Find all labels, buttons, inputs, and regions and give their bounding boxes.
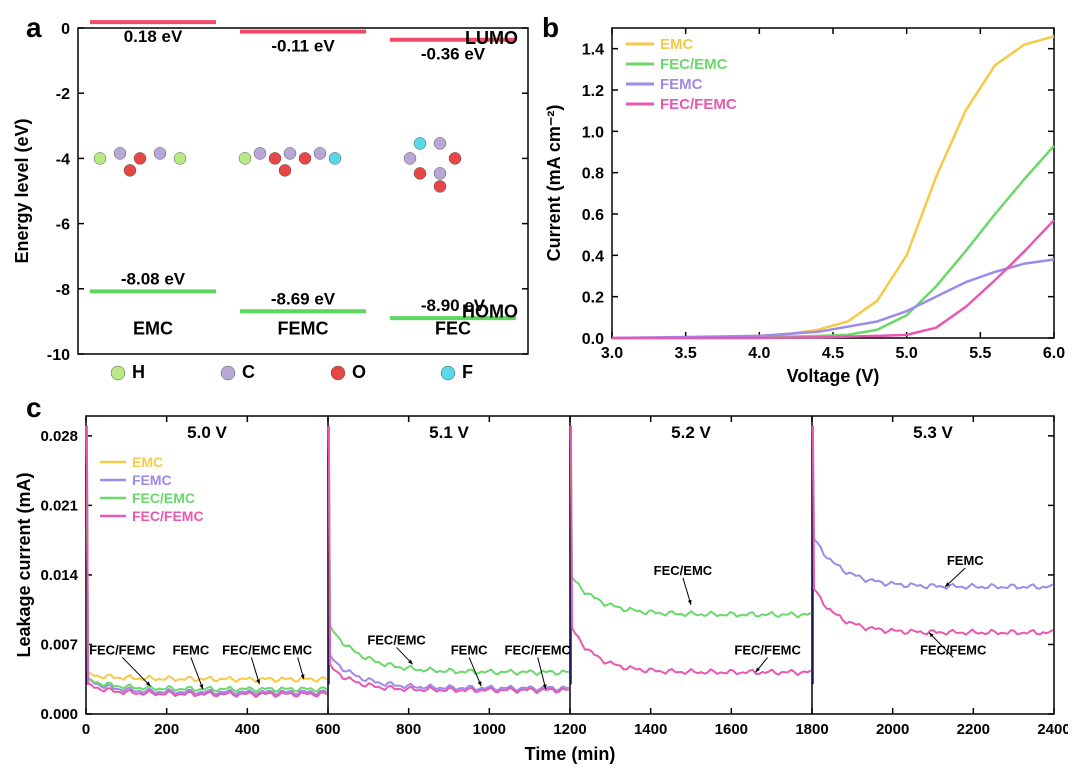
svg-text:Time (min): Time (min) (525, 744, 616, 764)
svg-text:-6: -6 (56, 217, 70, 234)
svg-text:1000: 1000 (473, 721, 506, 738)
svg-text:0.18 eV: 0.18 eV (124, 27, 183, 46)
svg-text:6.0: 6.0 (1043, 345, 1065, 362)
svg-text:2200: 2200 (957, 721, 990, 738)
svg-text:1600: 1600 (715, 721, 748, 738)
svg-text:EMC: EMC (133, 318, 173, 338)
svg-text:FEC/EMC: FEC/EMC (367, 632, 426, 647)
panel-a-label: a (26, 12, 42, 44)
svg-text:FEC/EMC: FEC/EMC (654, 563, 713, 578)
svg-text:FEC/FEMC: FEC/FEMC (734, 642, 801, 657)
svg-text:3.5: 3.5 (675, 345, 697, 362)
panel-a: a -10 -8 -6 -4 -2 0 Energy level (eV) 0.18 eV -8… (8, 8, 538, 394)
svg-text:1200: 1200 (553, 721, 586, 738)
panel-c-label: c (26, 392, 42, 424)
svg-text:FEC/FEMC: FEC/FEMC (505, 642, 572, 657)
svg-text:-4: -4 (56, 151, 70, 168)
top-row: a -10 -8 -6 -4 -2 0 Energy level (eV) 0.18 eV -8… (8, 8, 1072, 394)
svg-text:-8.08 eV: -8.08 eV (121, 269, 186, 288)
svg-text:FEMC: FEMC (172, 642, 209, 657)
svg-text:FEC/EMC: FEC/EMC (132, 490, 195, 506)
svg-text:0.2: 0.2 (582, 290, 604, 307)
svg-text:5.5: 5.5 (969, 345, 991, 362)
svg-text:-2: -2 (56, 86, 70, 103)
svg-text:FEMC: FEMC (132, 472, 172, 488)
svg-text:0.0: 0.0 (582, 331, 604, 348)
svg-text:FEC/FEMC: FEC/FEMC (132, 508, 204, 524)
svg-text:5.0: 5.0 (896, 345, 918, 362)
svg-text:0: 0 (61, 21, 70, 38)
svg-text:200: 200 (154, 721, 179, 738)
svg-text:600: 600 (315, 721, 340, 738)
svg-text:FEC/FEMC: FEC/FEMC (920, 642, 987, 657)
svg-text:0: 0 (82, 721, 90, 738)
svg-text:1800: 1800 (795, 721, 828, 738)
svg-text:-0.11 eV: -0.11 eV (271, 37, 335, 56)
svg-text:1.4: 1.4 (582, 42, 604, 59)
svg-text:FEMC: FEMC (660, 76, 703, 93)
panel-c: c 0.000 0.007 0.014 0.021 0.028 0 200 400 600 800… (8, 394, 1068, 770)
svg-text:EMC: EMC (283, 642, 313, 657)
svg-text:5.1 V: 5.1 V (429, 423, 469, 442)
svg-text:0.4: 0.4 (582, 248, 604, 265)
svg-text:800: 800 (396, 721, 421, 738)
svg-text:0.8: 0.8 (582, 166, 604, 183)
svg-text:0.007: 0.007 (40, 636, 78, 653)
svg-text:0.014: 0.014 (40, 567, 78, 584)
svg-text:5.2 V: 5.2 V (671, 423, 711, 442)
svg-text:FEMC: FEMC (278, 318, 329, 338)
svg-text:-8: -8 (56, 282, 70, 299)
svg-text:3.0: 3.0 (601, 345, 623, 362)
svg-text:5.0 V: 5.0 V (187, 423, 227, 442)
svg-text:1400: 1400 (634, 721, 667, 738)
svg-text:0.021: 0.021 (40, 497, 78, 514)
svg-text:FEC/FEMC: FEC/FEMC (660, 96, 737, 113)
svg-text:FEMC: FEMC (947, 553, 984, 568)
svg-text:4.5: 4.5 (822, 345, 844, 362)
svg-text:LUMO: LUMO (465, 28, 518, 48)
svg-text:EMC: EMC (660, 36, 694, 53)
svg-text:Voltage (V): Voltage (V) (787, 366, 880, 386)
svg-text:2000: 2000 (876, 721, 909, 738)
svg-text:FEC/EMC: FEC/EMC (222, 642, 281, 657)
panel-a-svg: -10 -8 -6 -4 -2 0 Energy level (eV) 0.18 eV -8.0… (8, 8, 538, 394)
svg-text:Energy level (eV): Energy level (eV) (12, 118, 32, 263)
svg-text:Leakage current (mA): Leakage current (mA) (14, 472, 34, 657)
svg-text:400: 400 (235, 721, 260, 738)
svg-text:0.6: 0.6 (582, 207, 604, 224)
svg-text:-10: -10 (47, 347, 70, 364)
svg-text:FEC/FEMC: FEC/FEMC (89, 642, 156, 657)
svg-text:1.2: 1.2 (582, 83, 604, 100)
svg-text:-8.69 eV: -8.69 eV (271, 289, 336, 308)
svg-text:H: H (132, 362, 145, 382)
panel-b-label: b (542, 12, 559, 44)
panel-b: b 3.0 3.5 4.0 4.5 5.0 5.5 6.0 0.0 0.2 0.4 0.6 0.8 1.… (538, 8, 1068, 394)
svg-text:2400: 2400 (1037, 721, 1068, 738)
svg-text:F: F (462, 362, 473, 382)
svg-text:0.028: 0.028 (40, 428, 78, 445)
figure-container: a -10 -8 -6 -4 -2 0 Energy level (eV) 0.18 eV -8… (8, 8, 1072, 776)
svg-text:FEC/EMC: FEC/EMC (660, 56, 728, 73)
svg-text:1.0: 1.0 (582, 124, 604, 141)
svg-text:EMC: EMC (132, 454, 163, 470)
svg-text:0.000: 0.000 (40, 706, 78, 723)
svg-text:O: O (352, 362, 366, 382)
svg-text:HOMO: HOMO (462, 302, 518, 322)
svg-text:5.3 V: 5.3 V (913, 423, 953, 442)
svg-text:Current (mA cm⁻²): Current (mA cm⁻²) (544, 105, 564, 262)
panel-b-svg: 3.0 3.5 4.0 4.5 5.0 5.5 6.0 0.0 0.2 0.4 0.6 0.8 1.0 1… (538, 8, 1068, 394)
svg-text:C: C (242, 362, 255, 382)
svg-text:FEMC: FEMC (451, 642, 488, 657)
panel-c-svg: 0.000 0.007 0.014 0.021 0.028 0 200 400 600 800 10… (8, 394, 1068, 770)
svg-text:4.0: 4.0 (748, 345, 770, 362)
